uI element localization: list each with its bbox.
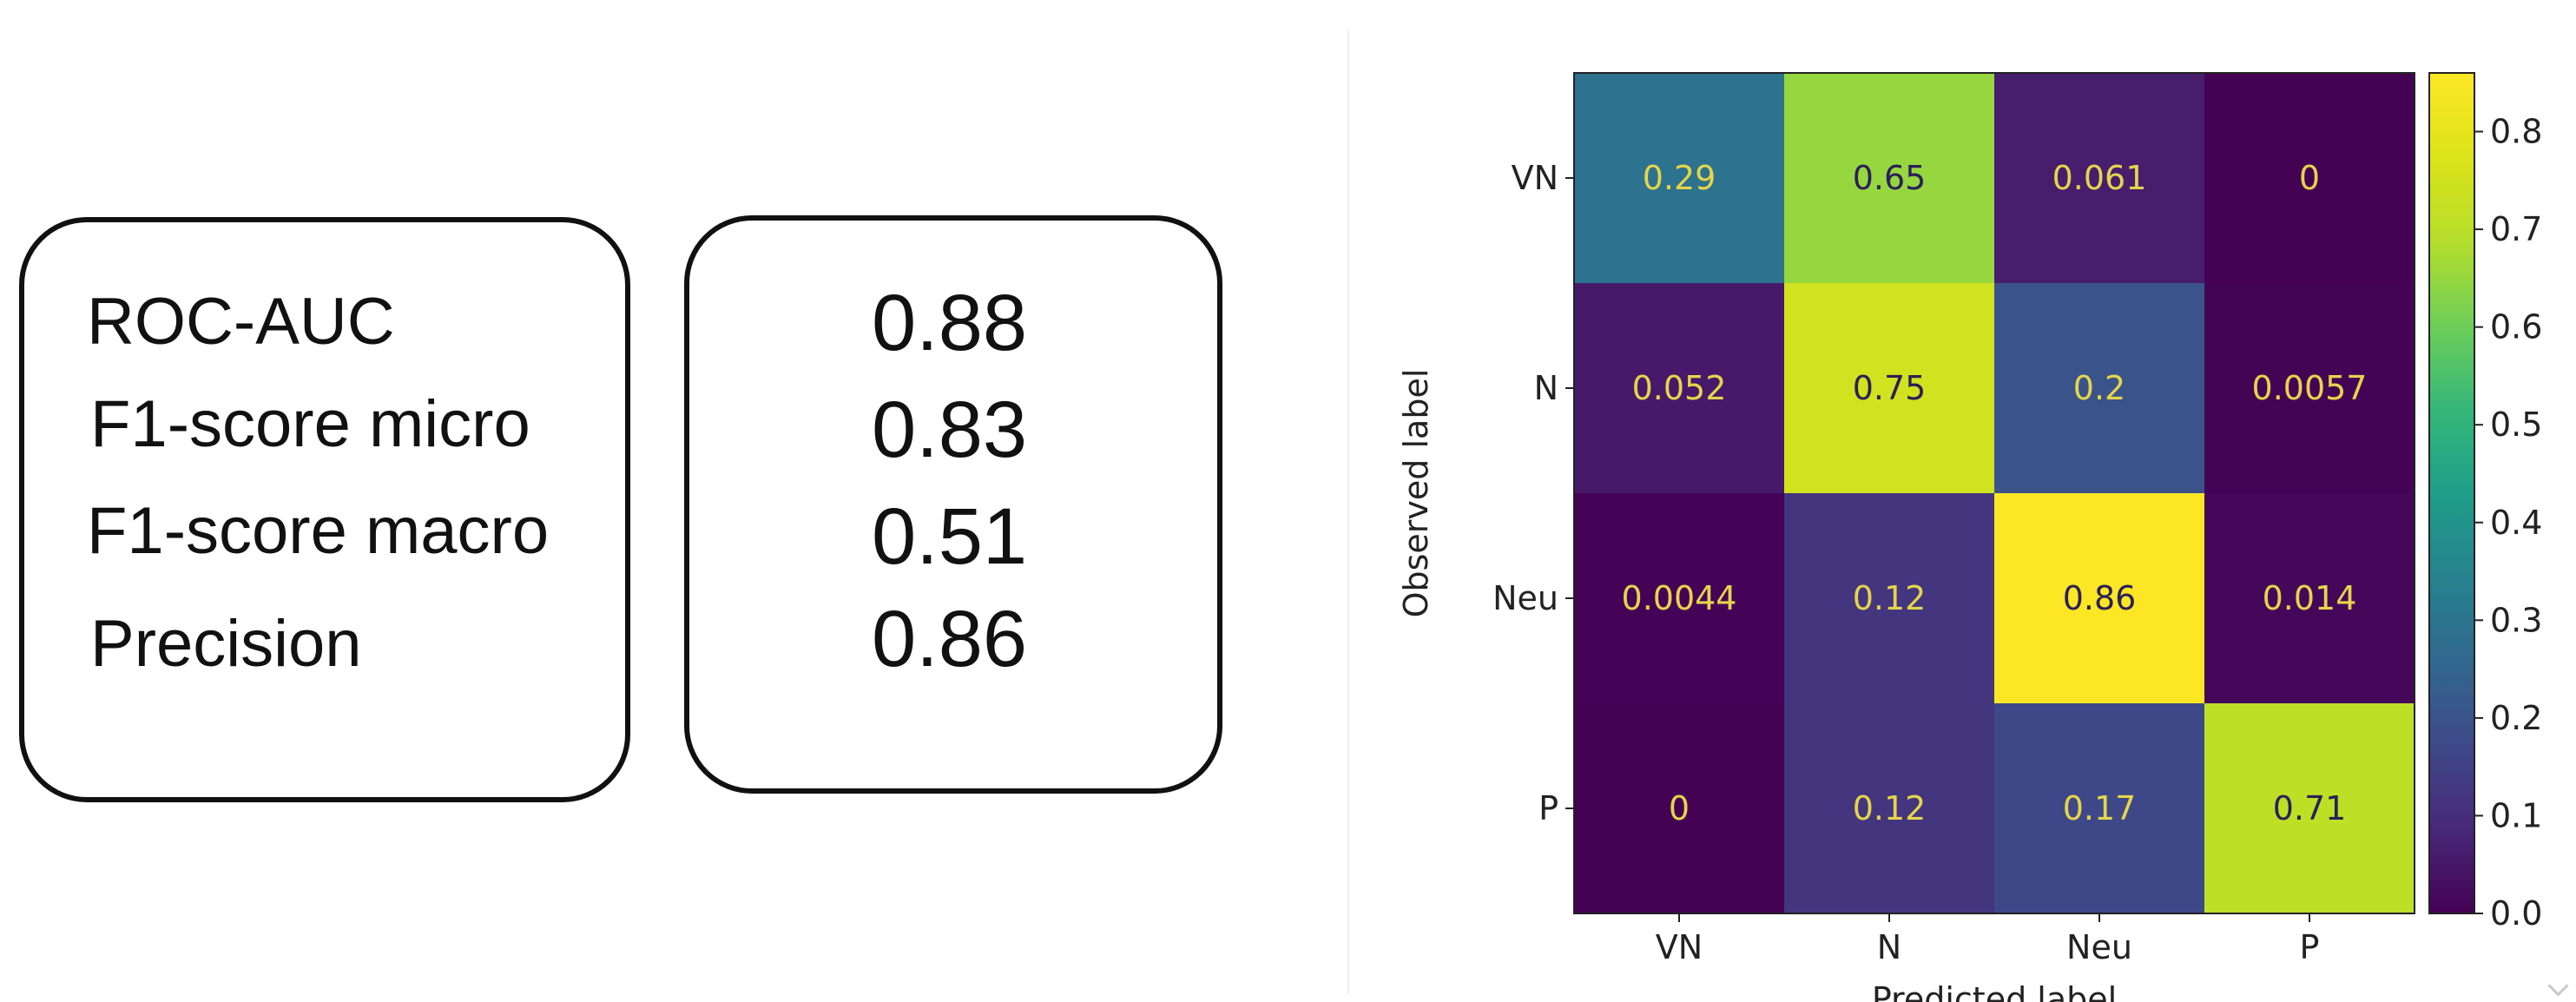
heatmap-cell [1574, 73, 1784, 283]
heatmap-cell-label: 0.12 [1853, 579, 1927, 617]
colorbar-tick-label: 0.7 [2490, 210, 2542, 248]
heatmap-cell-label: 0.2 [2073, 369, 2125, 407]
heatmap-cell [1574, 283, 1784, 493]
heatmap-cell-label: 0.17 [2063, 789, 2137, 827]
y-tick-label: VN [1512, 159, 1558, 197]
heatmap-cell-label: 0.86 [2063, 579, 2137, 617]
heatmap-cell [1784, 283, 1994, 493]
metric-label-f1-macro: F1-score macro [87, 494, 550, 568]
colorbar-tick-label: 0.6 [2490, 308, 2542, 346]
heatmap-cell [1994, 703, 2204, 913]
plot-frame [1573, 72, 2415, 914]
heatmap-cell-label: 0.014 [2263, 579, 2357, 617]
heatmap-cell-label: 0.0044 [1622, 579, 1737, 617]
heatmap-cell [2204, 73, 2415, 283]
metric-label-precision: Precision [90, 607, 362, 681]
heatmap-cell-label: 0.29 [1643, 159, 1716, 197]
metric-label-roc-auc: ROC-AUC [87, 285, 395, 359]
metric-value-roc-auc: 0.88 [872, 279, 1028, 367]
heatmap-cell-label: 0.65 [1853, 159, 1927, 197]
heatmap-cell [1784, 73, 1994, 283]
confusion-matrix-chart: 0.29 0.65 0.061 0 0.052 0.75 0.2 0.0057 0.0044 0.… [1397, 72, 2542, 1002]
metric-values-box: 0.88 0.83 0.51 0.86 [684, 215, 1222, 794]
colorbar-tick-label: 0.3 [2490, 601, 2542, 639]
heatmap-cell [1994, 73, 2204, 283]
heatmap-cell-label: 0 [2299, 159, 2320, 197]
heatmap-cell [2204, 703, 2415, 913]
x-tick-label: P [2300, 928, 2320, 966]
colorbar-tick-label: 0.8 [2490, 113, 2542, 151]
heatmap-cell-label: 0 [1669, 789, 1690, 827]
metric-value-f1-macro: 0.51 [872, 492, 1028, 581]
x-tick-label: N [1877, 928, 1901, 966]
metric-labels-box: ROC-AUC F1-score micro F1-score macro Pr… [19, 217, 630, 802]
x-tick-label: Neu [2066, 928, 2132, 966]
x-axis-title: Predicted label [1872, 980, 2117, 1002]
heatmap-cell [2204, 493, 2415, 703]
colorbar-tick-label: 0.0 [2490, 894, 2542, 933]
heatmap-cell [1994, 493, 2204, 703]
metric-label-f1-micro: F1-score micro [90, 387, 530, 461]
heatmap-cells: 0.29 0.65 0.061 0 0.052 0.75 0.2 0.0057 0.0044 0.… [1574, 73, 2415, 913]
heatmap-cell [1784, 703, 1994, 913]
heatmap-axes: VN N Neu P VN N Neu P [1492, 72, 2415, 966]
x-tick-label: VN [1656, 928, 1703, 966]
colorbar: 0.0 0.1 0.2 0.3 0.4 0.5 0.6 0.7 0.8 [2428, 72, 2542, 933]
heatmap-cell-label: 0.71 [2273, 789, 2347, 827]
y-tick-label: Neu [1492, 579, 1558, 617]
colorbar-tick-label: 0.1 [2490, 796, 2542, 834]
y-tick-label: P [1538, 789, 1558, 827]
y-tick-label: N [1534, 369, 1558, 407]
colorbar-tick-label: 0.4 [2490, 504, 2542, 542]
heatmap-cell [1574, 703, 1784, 913]
metric-value-f1-micro: 0.83 [872, 386, 1028, 474]
section-divider [1347, 30, 1349, 993]
heatmap-cell-label: 0.0057 [2252, 369, 2368, 407]
heatmap-cell-label: 0.061 [2052, 159, 2147, 197]
metric-value-precision: 0.86 [872, 595, 1028, 683]
heatmap-cell [1784, 493, 1994, 703]
heatmap-cell [1574, 493, 1784, 703]
heatmap-cell-label: 0.12 [1853, 789, 1927, 827]
colorbar-gradient [2428, 72, 2475, 914]
heatmap-cell-label: 0.75 [1853, 369, 1927, 407]
y-axis-title: Observed label [1397, 369, 1435, 618]
heatmap-cell-label: 0.052 [1632, 369, 1727, 407]
heatmap-cell [2204, 283, 2415, 493]
colorbar-tick-label: 0.5 [2490, 405, 2542, 444]
colorbar-tick-label: 0.2 [2490, 699, 2542, 737]
heatmap-cell [1994, 283, 2204, 493]
